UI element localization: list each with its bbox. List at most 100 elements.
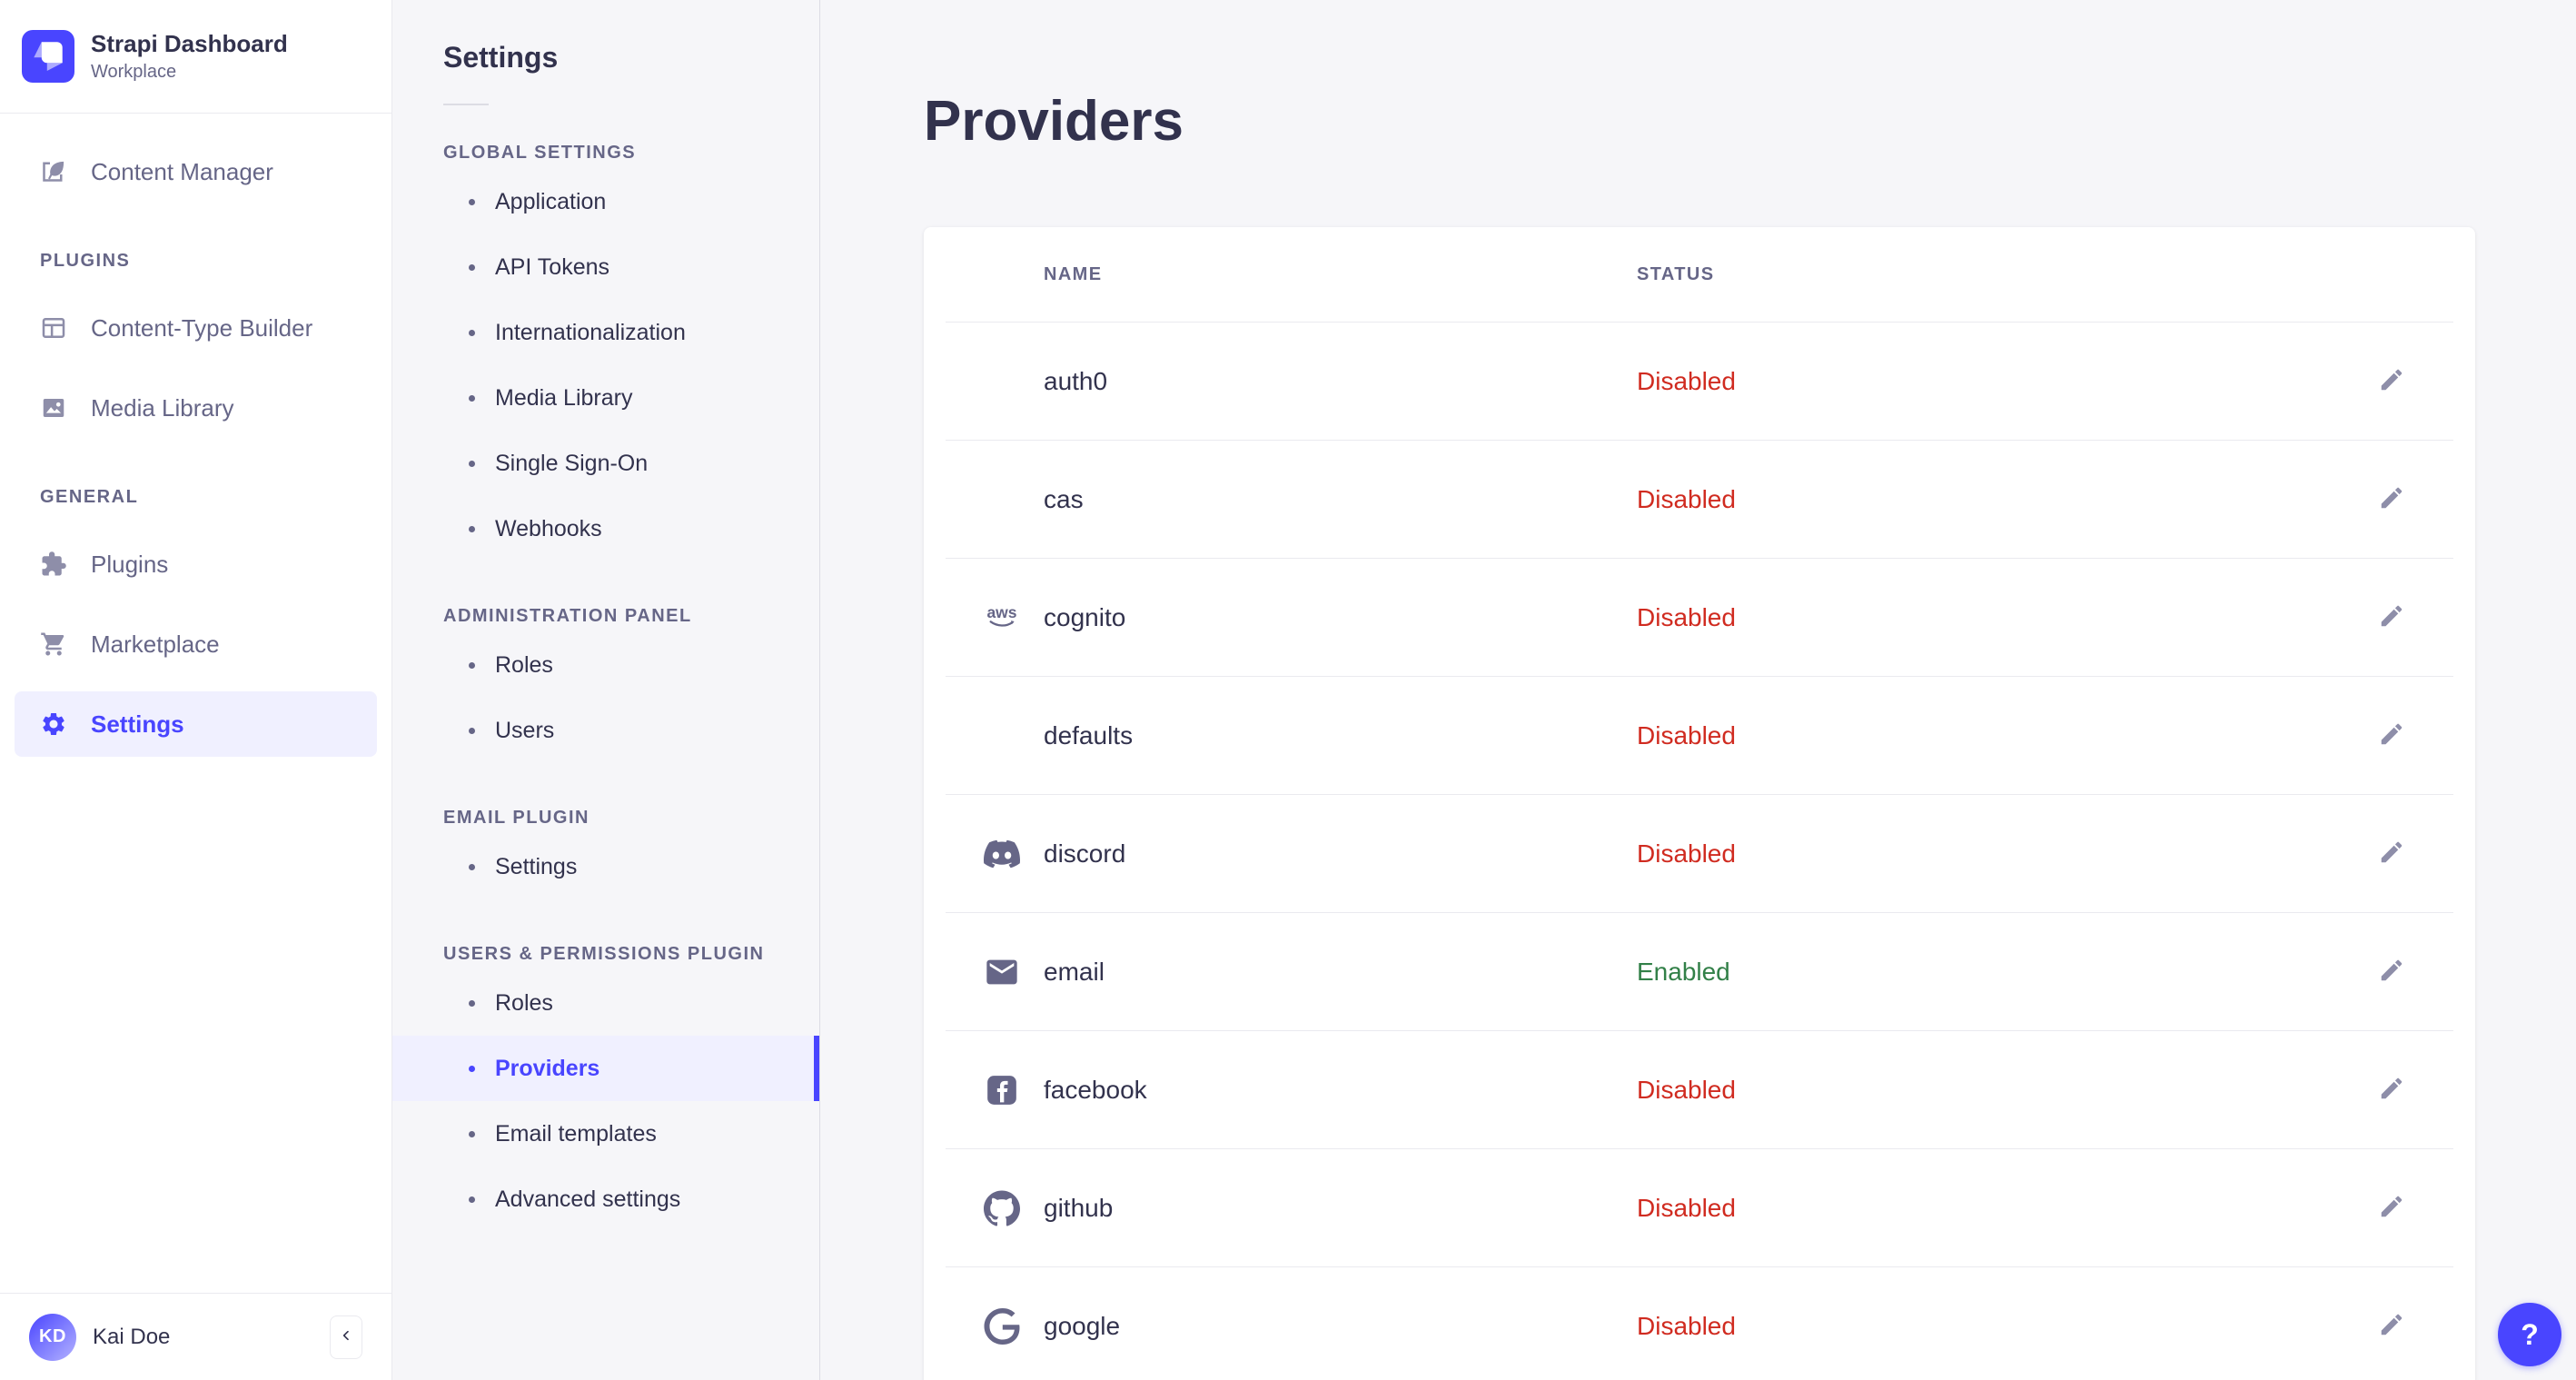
subnav-sections: GLOBAL SETTINGS Application API Tokens Inte… xyxy=(392,142,819,1232)
collapse-sidebar-button[interactable] xyxy=(330,1315,362,1359)
subnav-item-label: Roles xyxy=(495,989,553,1016)
subnav-item-media-library[interactable]: Media Library xyxy=(392,365,819,431)
bullet-icon xyxy=(469,661,475,669)
subnav-item-roles[interactable]: Roles xyxy=(392,970,819,1036)
bullet-icon xyxy=(469,1130,475,1137)
bullet-icon xyxy=(469,1065,475,1072)
subnav-item-settings[interactable]: Settings xyxy=(392,834,819,899)
edit-provider-button[interactable] xyxy=(2372,716,2412,756)
provider-name: defaults xyxy=(1044,720,1134,750)
puzzle-icon xyxy=(40,551,67,578)
sidebar-item-content-type-builder[interactable]: Content-Type Builder xyxy=(15,295,377,361)
sidebar-item-media-library[interactable]: Media Library xyxy=(15,375,377,441)
github-icon xyxy=(984,1189,1044,1226)
provider-status: Disabled xyxy=(1637,1311,1736,1340)
subnav-title: Settings xyxy=(443,41,559,74)
edit-provider-button[interactable] xyxy=(2372,1070,2412,1110)
provider-status: Disabled xyxy=(1637,1193,1736,1222)
table-row-discord[interactable]: discord Disabled xyxy=(946,795,2453,913)
table-header: NAME STATUS xyxy=(946,227,2453,323)
edit-provider-button[interactable] xyxy=(2372,1306,2412,1346)
table-row-defaults[interactable]: defaults Disabled xyxy=(946,677,2453,795)
edit-provider-button[interactable] xyxy=(2372,598,2412,638)
subnav-item-label: Media Library xyxy=(495,384,633,411)
edit-provider-button[interactable] xyxy=(2372,1188,2412,1228)
subnav-item-roles[interactable]: Roles xyxy=(392,632,819,698)
bullet-icon xyxy=(469,1196,475,1203)
table-row-email[interactable]: email Enabled xyxy=(946,913,2453,1031)
subnav-item-label: Application xyxy=(495,188,607,214)
main-content: Providers NAME STATUS auth0 Disabled cas Di… xyxy=(820,0,2576,1380)
table-row-google[interactable]: google Disabled xyxy=(946,1267,2453,1380)
help-button[interactable]: ? xyxy=(2498,1303,2561,1366)
sidebar-item-label: Settings xyxy=(91,710,184,738)
google-icon xyxy=(984,1307,1044,1345)
layout-icon xyxy=(40,314,67,342)
image-icon xyxy=(40,394,67,422)
provider-status: Enabled xyxy=(1637,957,1730,986)
pencil-icon xyxy=(2378,957,2405,987)
table-row-cas[interactable]: cas Disabled xyxy=(946,441,2453,559)
subnav-item-label: API Tokens xyxy=(495,253,610,280)
subnav-item-internationalization[interactable]: Internationalization xyxy=(392,300,819,365)
provider-name: google xyxy=(1044,1311,1121,1340)
facebook-icon xyxy=(984,1072,1044,1108)
column-header-name: NAME xyxy=(1044,263,1103,284)
subnav-item-advanced-settings[interactable]: Advanced settings xyxy=(392,1167,819,1232)
subnav-item-webhooks[interactable]: Webhooks xyxy=(392,496,819,561)
bullet-icon xyxy=(469,525,475,532)
provider-name: facebook xyxy=(1044,1075,1147,1104)
subnav-item-users[interactable]: Users xyxy=(392,698,819,763)
discord-icon xyxy=(984,836,1044,872)
chevron-left-icon xyxy=(339,1328,353,1345)
question-mark-icon: ? xyxy=(2521,1317,2539,1351)
provider-status: Disabled xyxy=(1637,602,1736,631)
pencil-icon xyxy=(2378,1311,2405,1341)
svg-text:aws: aws xyxy=(986,603,1016,621)
subnav-item-label: Advanced settings xyxy=(495,1186,681,1212)
workspace-name: Workplace xyxy=(91,61,177,82)
edit-provider-button[interactable] xyxy=(2372,480,2412,520)
subnav-item-label: Settings xyxy=(495,853,578,879)
subnav-item-label: Providers xyxy=(495,1055,600,1081)
provider-status: Disabled xyxy=(1637,839,1736,868)
edit-provider-button[interactable] xyxy=(2372,952,2412,992)
edit-provider-button[interactable] xyxy=(2372,834,2412,874)
sidebar-item-settings[interactable]: Settings xyxy=(15,691,377,757)
settings-subnav: Settings GLOBAL SETTINGS Application API T… xyxy=(392,0,820,1380)
sidebar-item-content-manager[interactable]: Content Manager xyxy=(15,139,377,204)
subnav-item-api-tokens[interactable]: API Tokens xyxy=(392,234,819,300)
sidebar-section-label-plugins: PLUGINS xyxy=(40,251,131,271)
provider-status: Disabled xyxy=(1637,366,1736,395)
bullet-icon xyxy=(469,263,475,271)
sidebar-footer: KD Kai Doe xyxy=(0,1293,391,1380)
pencil-icon xyxy=(2378,720,2405,750)
sidebar-item-label: Plugins xyxy=(91,550,169,578)
column-header-status: STATUS xyxy=(1637,263,1715,284)
table-row-github[interactable]: github Disabled xyxy=(946,1149,2453,1267)
table-row-auth0[interactable]: auth0 Disabled xyxy=(946,323,2453,441)
sidebar-item-label: Media Library xyxy=(91,393,234,422)
pencil-icon xyxy=(2378,1193,2405,1223)
provider-name: email xyxy=(1044,957,1105,986)
table-row-facebook[interactable]: facebook Disabled xyxy=(946,1031,2453,1149)
page-title: Providers xyxy=(924,89,1184,153)
table-row-cognito[interactable]: aws cognito Disabled xyxy=(946,559,2453,677)
avatar[interactable]: KD xyxy=(29,1313,76,1361)
edit-provider-button[interactable] xyxy=(2372,362,2412,402)
sidebar-item-plugins[interactable]: Plugins xyxy=(15,531,377,597)
feather-icon xyxy=(40,158,67,185)
subnav-item-providers[interactable]: Providers xyxy=(392,1036,819,1101)
subnav-item-email-templates[interactable]: Email templates xyxy=(392,1101,819,1167)
aws-icon: aws xyxy=(984,600,1044,636)
strapi-logo-icon xyxy=(22,30,74,83)
subnav-section-label-global-settings: GLOBAL SETTINGS xyxy=(443,143,637,163)
sidebar-item-marketplace[interactable]: Marketplace xyxy=(15,611,377,677)
email-icon xyxy=(984,954,1044,990)
subnav-item-application[interactable]: Application xyxy=(392,169,819,234)
bullet-icon xyxy=(469,329,475,336)
bullet-icon xyxy=(469,863,475,870)
subnav-item-single-sign-on[interactable]: Single Sign-On xyxy=(392,431,819,496)
pencil-icon xyxy=(2378,1075,2405,1105)
